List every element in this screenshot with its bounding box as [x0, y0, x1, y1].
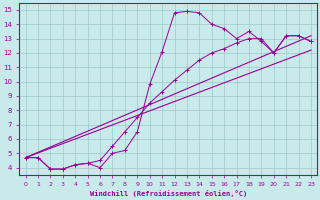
X-axis label: Windchill (Refroidissement éolien,°C): Windchill (Refroidissement éolien,°C): [90, 190, 247, 197]
